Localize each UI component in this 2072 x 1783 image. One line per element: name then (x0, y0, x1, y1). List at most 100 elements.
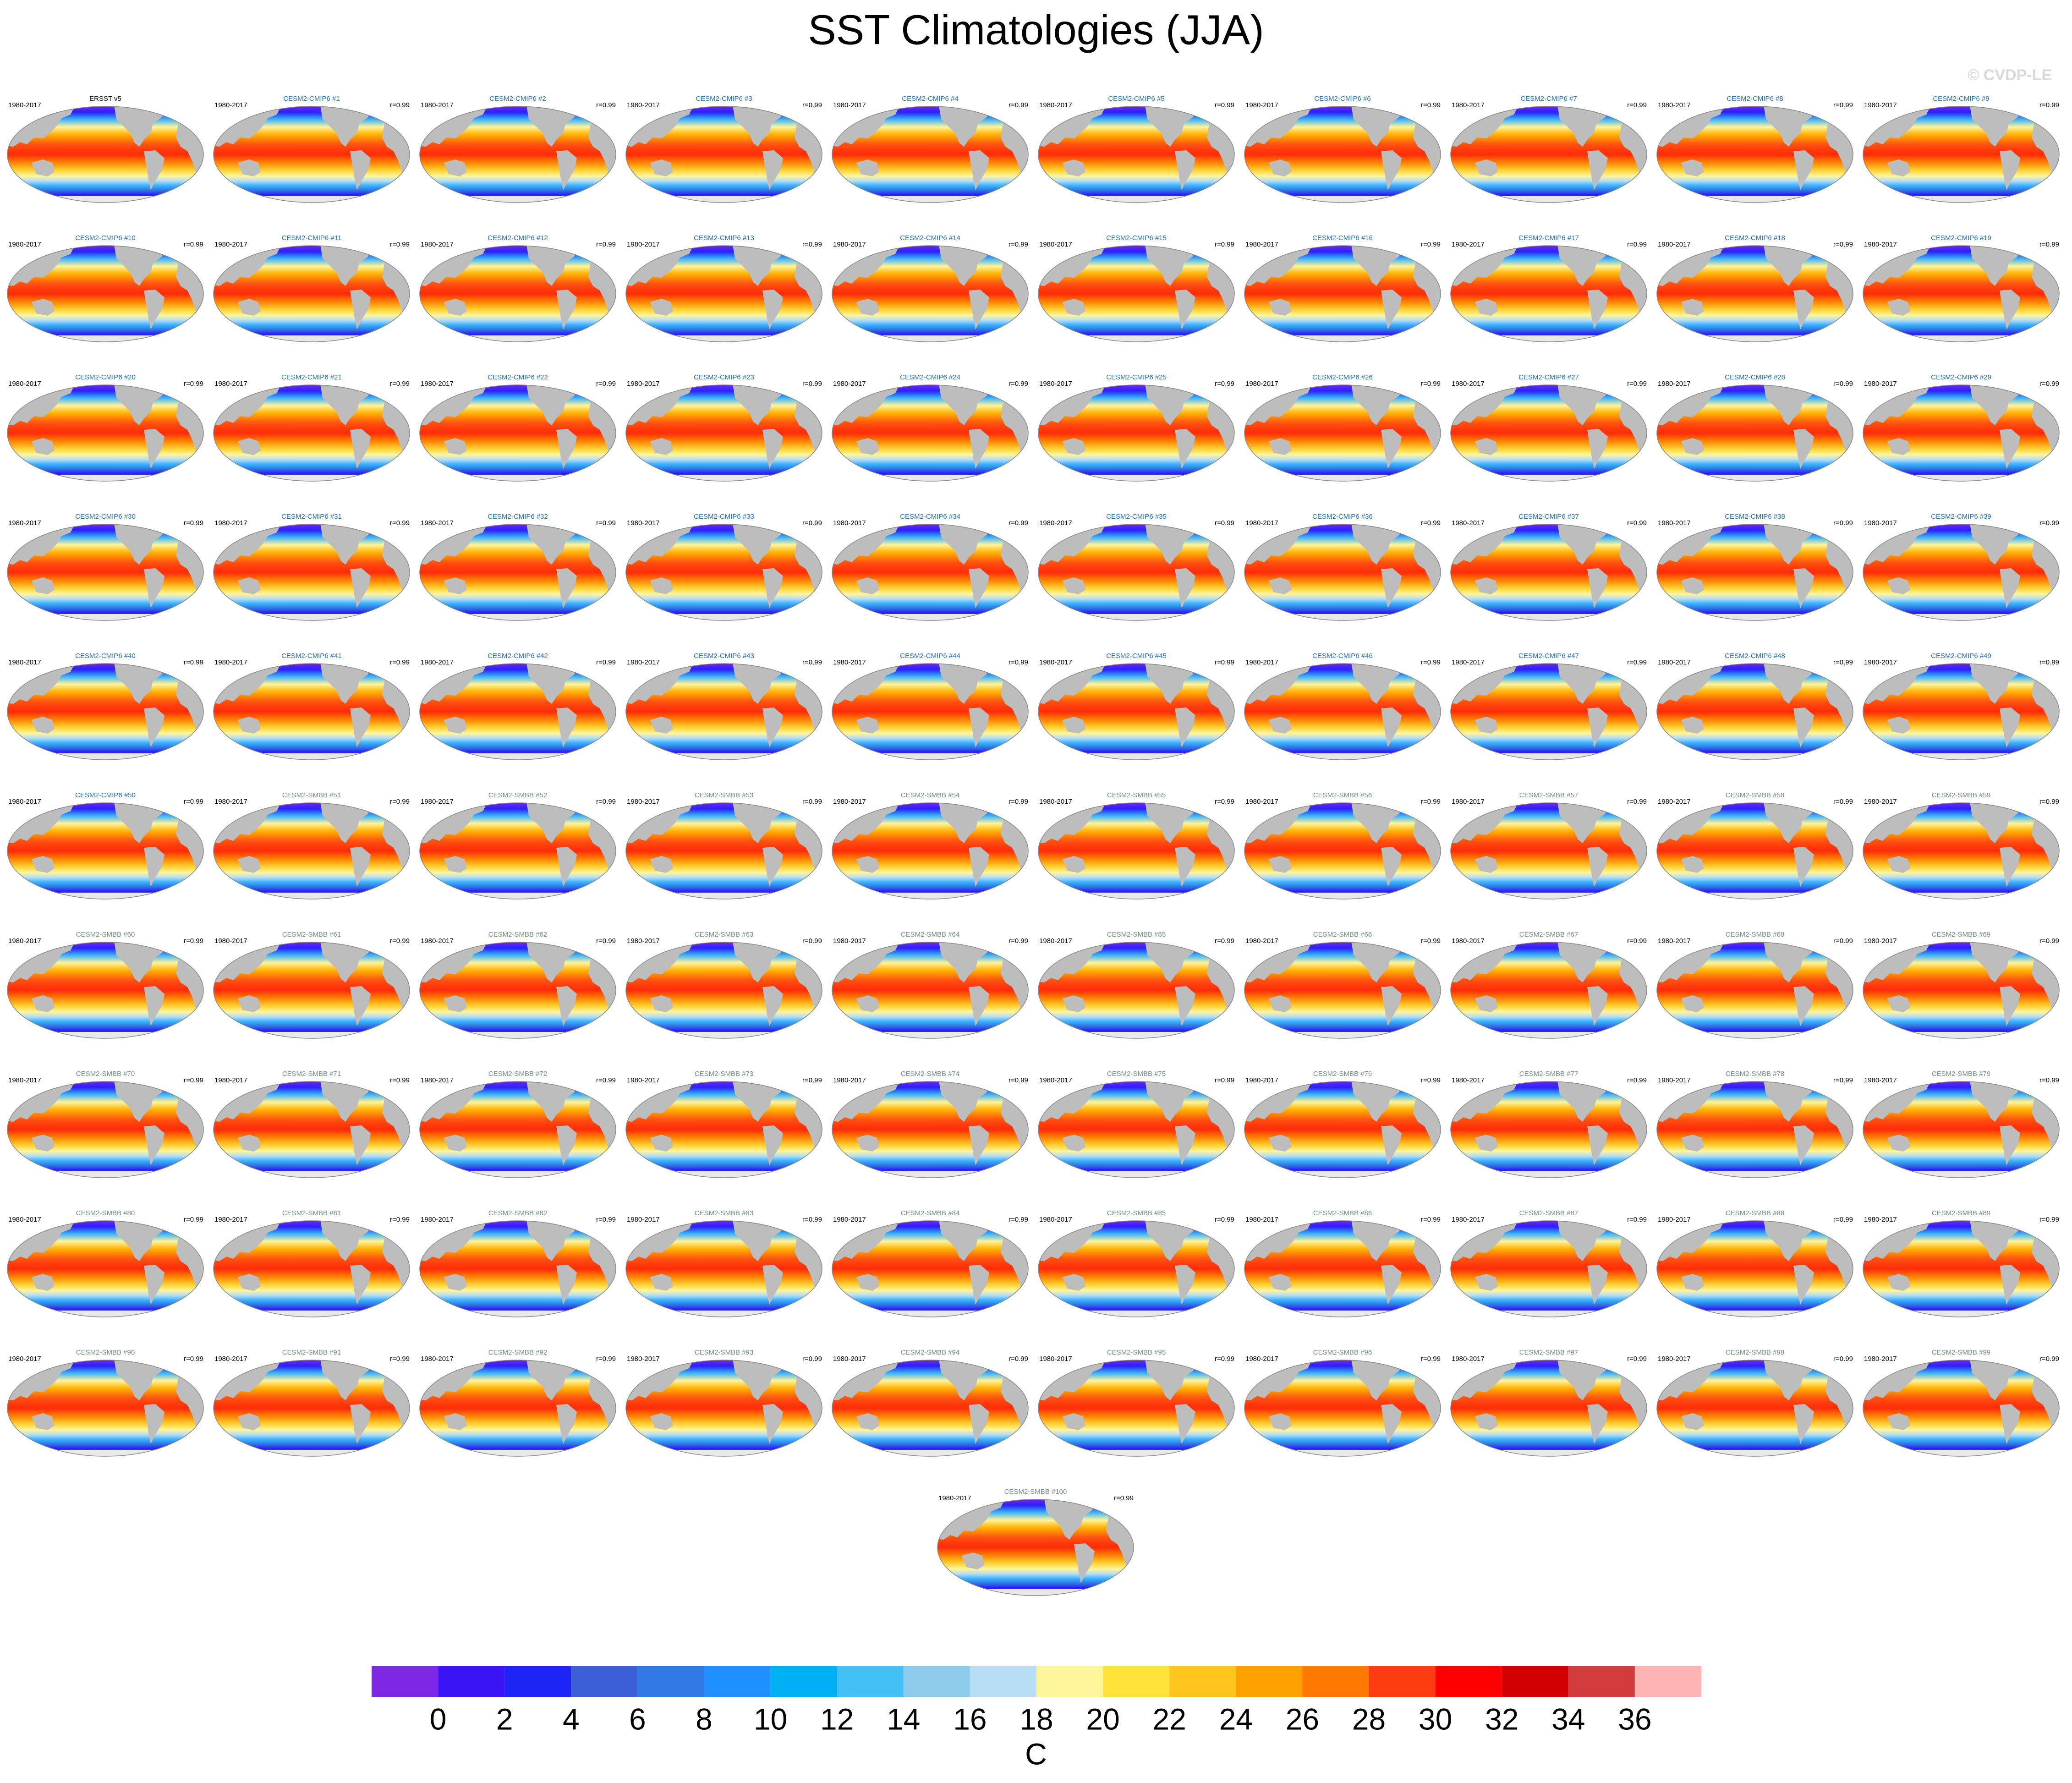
panel-title: CESM2-CMIP6 #45 (1106, 652, 1167, 660)
colorbar-box (1634, 1666, 1701, 1697)
map (1656, 523, 1854, 621)
colorbar-tick-label: 12 (820, 1702, 854, 1736)
panel-correlation: r=0.99 (1114, 1494, 1134, 1502)
panel-correlation: r=0.99 (596, 101, 616, 109)
map (1450, 245, 1648, 343)
panel-title: CESM2-CMIP6 #3 (696, 95, 752, 103)
map (419, 941, 617, 1039)
map (1037, 384, 1235, 482)
panel-period: 1980-2017 (1658, 380, 1691, 388)
panel-period: 1980-2017 (833, 380, 866, 388)
panel-period: 1980-2017 (1658, 519, 1691, 527)
map (1244, 523, 1442, 621)
panel-title: CESM2-CMIP6 #26 (1312, 373, 1373, 381)
panel-correlation: r=0.99 (1009, 1076, 1028, 1084)
map (1862, 1081, 2060, 1179)
panel-title: CESM2-SMBB #77 (1519, 1070, 1578, 1078)
panel-title: CESM2-CMIP6 #31 (281, 513, 342, 521)
panel-correlation: r=0.99 (802, 519, 822, 527)
panel-title: CESM2-CMIP6 #22 (488, 373, 548, 381)
colorbar-tick-label: 16 (953, 1702, 987, 1736)
map (1656, 1081, 1854, 1179)
map (831, 105, 1029, 203)
panel-period: 1980-2017 (1658, 798, 1691, 806)
panel-period: 1980-2017 (627, 658, 660, 666)
panel-title: ERSST v5 (89, 95, 121, 103)
panel-title: CESM2-CMIP6 #27 (1518, 373, 1579, 381)
panel-title: CESM2-SMBB #60 (76, 931, 135, 938)
map (1244, 663, 1442, 761)
colorbar-tick-label: 14 (887, 1702, 920, 1736)
map (1244, 245, 1442, 343)
map (1244, 1081, 1442, 1179)
colorbar-box (438, 1666, 505, 1697)
map (1244, 941, 1442, 1039)
panel-title: CESM2-CMIP6 #23 (694, 373, 754, 381)
panel-correlation: r=0.99 (2039, 1355, 2059, 1363)
colorbar-box (1302, 1666, 1369, 1697)
colorbar-box (1169, 1666, 1236, 1697)
panel-title: CESM2-CMIP6 #19 (1931, 234, 1991, 242)
panel-title: CESM2-SMBB #58 (1726, 791, 1784, 799)
map (419, 245, 617, 343)
panel-title: CESM2-SMBB #72 (488, 1070, 547, 1078)
panel-correlation: r=0.99 (1833, 380, 1853, 388)
panel-correlation: r=0.99 (1009, 101, 1028, 109)
panel-title: CESM2-SMBB #89 (1932, 1209, 1990, 1217)
panel-period: 1980-2017 (1245, 519, 1278, 527)
map (6, 663, 204, 761)
panel-period: 1980-2017 (421, 658, 454, 666)
panel-correlation: r=0.99 (1215, 658, 1234, 666)
panel-correlation: r=0.99 (1833, 1355, 1853, 1363)
panel-period: 1980-2017 (1452, 101, 1485, 109)
panel-correlation: r=0.99 (2039, 101, 2059, 109)
panel-correlation: r=0.99 (1009, 1216, 1028, 1223)
map (1656, 384, 1854, 482)
watermark: © CVDP-LE (1968, 66, 2052, 84)
colorbar-tick-label: 2 (496, 1702, 513, 1736)
panel-title: CESM2-SMBB #61 (282, 931, 341, 938)
panel-correlation: r=0.99 (1215, 519, 1234, 527)
panel-correlation: r=0.99 (1421, 1216, 1441, 1223)
panel-correlation: r=0.99 (1421, 101, 1441, 109)
panel-title: CESM2-CMIP6 #33 (694, 513, 754, 521)
colorbar-tick-label: 10 (754, 1702, 787, 1736)
panel-title: CESM2-CMIP6 #20 (75, 373, 136, 381)
colorbar-box (1502, 1666, 1568, 1697)
colorbar-tick-label: 28 (1352, 1702, 1386, 1736)
map (831, 523, 1029, 621)
panel-period: 1980-2017 (8, 1076, 41, 1084)
panel-period: 1980-2017 (1658, 241, 1691, 248)
panel-correlation: r=0.99 (184, 380, 203, 388)
panel-period: 1980-2017 (627, 937, 660, 945)
map (1450, 663, 1648, 761)
panel-correlation: r=0.99 (1627, 658, 1647, 666)
panel-correlation: r=0.99 (1009, 658, 1028, 666)
panel-period: 1980-2017 (1452, 1216, 1485, 1223)
map (625, 105, 823, 203)
panel-title: CESM2-SMBB #84 (901, 1209, 959, 1217)
map (625, 802, 823, 900)
panel-correlation: r=0.99 (2039, 798, 2059, 806)
panel-period: 1980-2017 (1245, 1216, 1278, 1223)
map (831, 384, 1029, 482)
panel-correlation: r=0.99 (2039, 241, 2059, 248)
map (419, 384, 617, 482)
map (213, 384, 411, 482)
panel-period: 1980-2017 (421, 1355, 454, 1363)
panel-title: CESM2-SMBB #53 (695, 791, 753, 799)
panel-period: 1980-2017 (8, 241, 41, 248)
panel-title: CESM2-CMIP6 #41 (281, 652, 342, 660)
map (1037, 1359, 1235, 1457)
colorbar-box (372, 1666, 439, 1697)
panel-correlation: r=0.99 (1421, 658, 1441, 666)
panel-title: CESM2-SMBB #59 (1932, 791, 1990, 799)
panel-correlation: r=0.99 (1833, 798, 1853, 806)
panel-period: 1980-2017 (627, 1355, 660, 1363)
panel-title: CESM2-SMBB #97 (1519, 1349, 1578, 1356)
panel-period: 1980-2017 (421, 380, 454, 388)
map (831, 802, 1029, 900)
panel-title: CESM2-SMBB #69 (1932, 931, 1990, 938)
panel-title: CESM2-CMIP6 #42 (488, 652, 548, 660)
panel-title: CESM2-CMIP6 #1 (283, 95, 340, 103)
